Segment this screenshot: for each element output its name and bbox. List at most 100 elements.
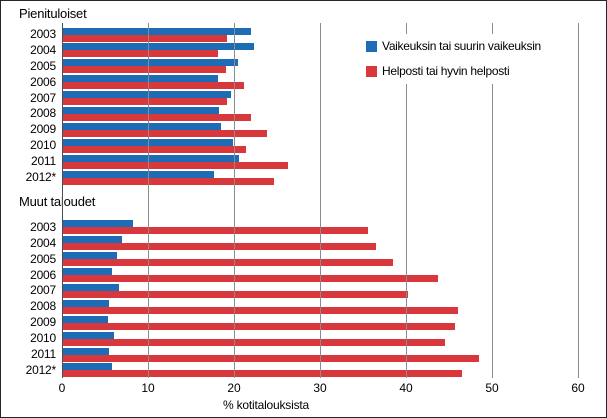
- year-label: 2007: [30, 90, 56, 105]
- chart-row: 2007: [1, 282, 578, 298]
- bar-group: [63, 106, 252, 121]
- gridline-60: [578, 23, 579, 378]
- x-tick-label-20: 20: [227, 381, 241, 395]
- chart-row: 2010: [1, 330, 578, 346]
- year-label: 2007: [30, 283, 56, 298]
- bar-group: [63, 283, 408, 298]
- bar-group: [63, 122, 267, 137]
- bar-vaikeuksin-2006: [63, 268, 112, 276]
- bar-group: [63, 220, 369, 235]
- x-tick-label-30: 30: [313, 381, 327, 395]
- chart-row: 2006: [1, 267, 578, 283]
- bar-vaikeuksin-2006: [63, 75, 218, 83]
- year-label: 2003: [30, 27, 56, 41]
- bar-vaikeuksin-2011: [63, 154, 240, 162]
- bar-vaikeuksin-2003: [63, 220, 133, 228]
- legend-swatch-icon: [366, 65, 377, 77]
- legend-label: Helposti tai hyvin helposti: [382, 64, 510, 78]
- year-label: 2009: [30, 315, 56, 330]
- bar-helposti-2004: [63, 50, 218, 58]
- bar-group: [63, 91, 231, 106]
- chart-row: 2005: [1, 58, 578, 74]
- bar-helposti-2010: [63, 338, 445, 346]
- year-label: 2005: [30, 251, 56, 266]
- x-tick-label-0: 0: [58, 381, 66, 395]
- legend-swatch-icon: [366, 40, 377, 52]
- section-title-1: Pienituloiset: [19, 6, 87, 21]
- bar-group: [63, 315, 456, 330]
- chart-row: 2012*: [1, 362, 578, 378]
- bar-helposti-2005: [63, 66, 227, 74]
- bar-helposti-2005: [63, 259, 394, 267]
- x-tick-label-40: 40: [399, 381, 413, 395]
- year-label: 2011: [30, 154, 56, 169]
- bar-group: [63, 299, 458, 314]
- y-axis-line: [62, 23, 63, 378]
- bar-helposti-2006: [63, 82, 244, 90]
- bar-helposti-2008: [63, 306, 458, 314]
- bar-group: [63, 154, 289, 169]
- bar-group: [63, 236, 376, 251]
- year-label: 2010: [30, 138, 56, 153]
- year-label: 2012*: [25, 362, 57, 377]
- x-tick-label-50: 50: [485, 381, 499, 395]
- bar-helposti-2009: [63, 129, 267, 137]
- chart-row: 2003: [1, 26, 578, 42]
- bar-vaikeuksin-2007: [63, 91, 231, 99]
- chart-row: 2012*: [1, 169, 578, 185]
- year-label: 2005: [30, 58, 56, 73]
- bar-group: [63, 59, 238, 74]
- bar-vaikeuksin-2007: [63, 283, 119, 291]
- bar-vaikeuksin-2008: [63, 299, 110, 307]
- bar-helposti-2007: [63, 290, 408, 298]
- year-label: 2010: [30, 331, 56, 346]
- bar-group: [63, 268, 438, 283]
- chart-row: 2008: [1, 298, 578, 314]
- bar-helposti-2012*: [63, 370, 462, 378]
- bar-helposti-2003: [63, 227, 369, 235]
- gridline-30: [320, 23, 321, 378]
- year-label: 2008: [30, 106, 56, 121]
- gridline-50: [492, 23, 493, 378]
- chart-row: 2007: [1, 90, 578, 106]
- section-title-2: Muut taloudet: [19, 193, 96, 209]
- bar-helposti-2008: [63, 113, 252, 121]
- chart-row: 2005: [1, 251, 578, 267]
- chart-row: 2003: [1, 219, 578, 235]
- bar-helposti-2009: [63, 322, 456, 330]
- year-label: 2004: [30, 235, 56, 250]
- chart-row: 2011: [1, 346, 578, 362]
- legend: Vaikeuksin tai suurin vaikeuksin Helposti…: [363, 34, 545, 84]
- legend-entry: Helposti tai hyvin helposti: [366, 64, 541, 78]
- bar-group: [63, 252, 394, 267]
- year-label: 2011: [30, 347, 56, 362]
- gridline-20: [234, 23, 235, 378]
- chart-row: 2008: [1, 105, 578, 121]
- x-tick-label-60: 60: [571, 381, 585, 395]
- chart-row: 2011: [1, 153, 578, 169]
- bar-helposti-2006: [63, 275, 438, 283]
- chart-row: 2004: [1, 235, 578, 251]
- chart-row: 2006: [1, 74, 578, 90]
- chart-row: 2009: [1, 121, 578, 137]
- bar-group: [63, 75, 244, 90]
- year-label: 2009: [30, 122, 56, 137]
- chart-row: 2009: [1, 314, 578, 330]
- bar-vaikeuksin-2004: [63, 43, 254, 51]
- year-label: 2008: [30, 299, 56, 314]
- bar-vaikeuksin-2005: [63, 252, 118, 260]
- bar-helposti-2007: [63, 98, 228, 106]
- year-label: 2006: [30, 74, 56, 89]
- year-label: 2012*: [25, 170, 57, 185]
- gridline-10: [148, 23, 149, 378]
- bar-vaikeuksin-2005: [63, 59, 238, 67]
- bar-helposti-2012*: [63, 177, 274, 185]
- year-label: 2003: [30, 219, 56, 234]
- bar-vaikeuksin-2010: [63, 331, 114, 339]
- bar-helposti-2010: [63, 145, 247, 153]
- bar-helposti-2004: [63, 243, 376, 251]
- bar-helposti-2003: [63, 34, 228, 42]
- bar-group: [63, 27, 251, 42]
- bar-group: [63, 170, 274, 185]
- bar-helposti-2011: [63, 161, 289, 169]
